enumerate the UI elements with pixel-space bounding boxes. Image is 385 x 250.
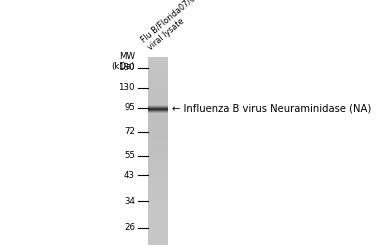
Text: 180: 180 (119, 64, 135, 72)
Text: 34: 34 (124, 196, 135, 205)
Text: ← Influenza B virus Neuraminidase (NA): ← Influenza B virus Neuraminidase (NA) (172, 104, 371, 114)
Text: 43: 43 (124, 170, 135, 179)
Text: 95: 95 (124, 104, 135, 112)
Text: Flu B/Florida07/04
viral lysate: Flu B/Florida07/04 viral lysate (139, 0, 208, 52)
Text: MW
(kDa): MW (kDa) (112, 52, 135, 72)
Text: 130: 130 (119, 84, 135, 92)
Text: 72: 72 (124, 128, 135, 136)
Text: 55: 55 (124, 152, 135, 160)
Text: 26: 26 (124, 224, 135, 232)
